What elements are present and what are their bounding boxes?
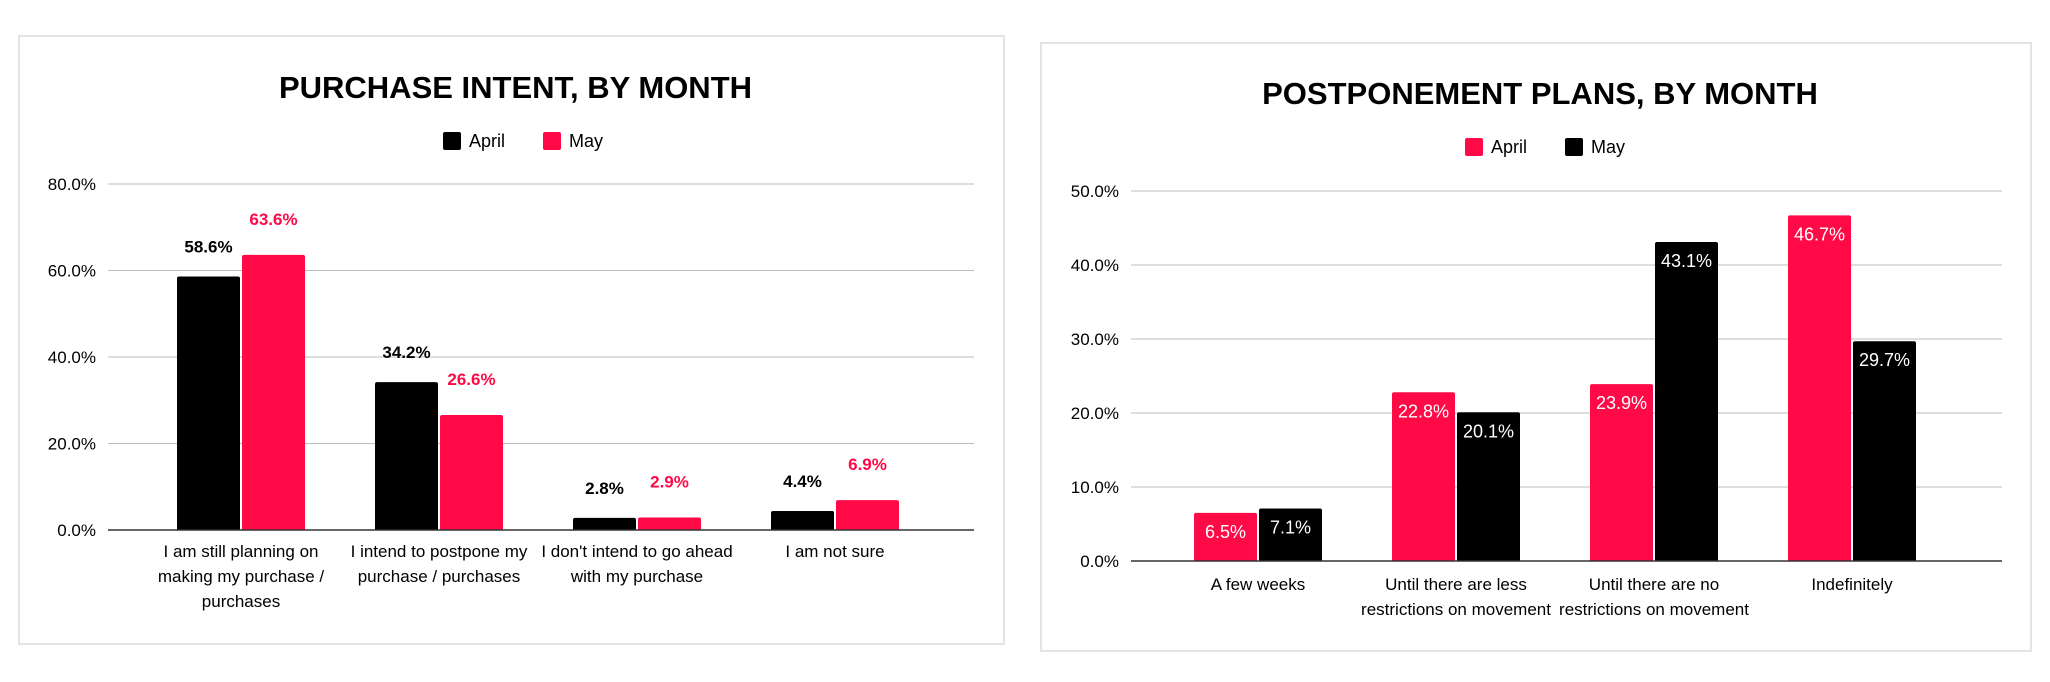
y-tick-label: 20.0% [48,435,96,454]
data-label: 7.1% [1270,517,1311,537]
bar-may [1259,508,1322,561]
y-tick-label: 40.0% [1071,256,1119,275]
bar-may [1655,242,1718,561]
chart-title: PURCHASE INTENT, BY MONTH [279,70,752,105]
bar-april [573,517,636,530]
bar-april [1590,384,1653,561]
chart-legend: April May [1465,137,1625,157]
x-category-label: Until there are no [1589,575,1719,594]
bar-may [440,414,503,530]
bar-may [1457,412,1520,561]
x-category-label: Until there are less [1385,575,1527,594]
data-label: 2.9% [650,472,689,491]
data-label: 46.7% [1794,224,1845,244]
x-category-label: purchase / purchases [358,567,521,586]
data-label: 22.8% [1398,401,1449,421]
data-label: 26.6% [447,370,495,389]
data-label: 23.9% [1596,393,1647,413]
data-label: 29.7% [1859,350,1910,370]
y-tick-label: 60.0% [48,262,96,281]
legend-item-may: May [1565,137,1625,157]
data-label: 6.9% [848,455,887,474]
legend-item-april: April [443,131,505,151]
x-category-label: restrictions on movement [1361,600,1551,619]
legend-swatch-may [543,132,561,150]
legend-item-may: May [543,131,603,151]
y-tick-label: 50.0% [1071,182,1119,201]
data-label: 4.4% [783,472,822,491]
x-category-label: making my purchase / [158,567,325,586]
x-category-label: I don't intend to go ahead [541,542,732,561]
x-category-label: I am still planning on [164,542,319,561]
y-tick-label: 40.0% [48,348,96,367]
data-label: 2.8% [585,479,624,498]
y-tick-label: 0.0% [1080,552,1119,571]
chart-title: POSTPONEMENT PLANS, BY MONTH [1262,76,1818,111]
x-category-label: purchases [202,592,280,611]
bar-may [242,254,305,530]
bar-may [836,500,899,530]
y-tick-label: 80.0% [48,175,96,194]
bar-april [375,382,438,530]
bar-april [1788,215,1851,562]
bar-may [638,517,701,530]
purchase-intent-chart: PURCHASE INTENT, BY MONTH April May 0.0% 20.… [48,70,974,611]
y-tick-label: 10.0% [1071,478,1119,497]
bar-april [1392,392,1455,561]
bar-april [771,510,834,530]
legend-swatch-may [1565,138,1583,156]
data-label: 20.1% [1463,421,1514,441]
data-label: 58.6% [184,238,232,257]
x-category-label: restrictions on movement [1559,600,1749,619]
x-category-label: A few weeks [1211,575,1306,594]
data-label: 6.5% [1205,522,1246,542]
data-label: 43.1% [1661,251,1712,271]
y-tick-label: 20.0% [1071,404,1119,423]
legend-label-may: May [569,131,603,151]
x-category-label: I intend to postpone my [351,542,528,561]
data-label: 34.2% [382,343,430,362]
purchase-intent-chart-panel: PURCHASE INTENT, BY MONTH April May 0.0% 20.… [18,35,1005,645]
bar-april [1194,512,1257,561]
chart-legend: April May [443,131,603,151]
postponement-plans-chart-panel: POSTPONEMENT PLANS, BY MONTH April May 0.0%… [1040,42,2032,652]
y-tick-label: 30.0% [1071,330,1119,349]
x-category-label: with my purchase [570,567,703,586]
data-label: 63.6% [249,210,297,229]
legend-label-may: May [1591,137,1625,157]
x-category-label: Indefinitely [1811,575,1893,594]
legend-label-april: April [1491,137,1527,157]
legend-swatch-april [443,132,461,150]
bar-april [177,276,240,530]
y-tick-label: 0.0% [57,521,96,540]
legend-label-april: April [469,131,505,151]
bar-may [1853,341,1916,561]
x-category-label: I am not sure [785,542,884,561]
legend-item-april: April [1465,137,1527,157]
postponement-plans-chart: POSTPONEMENT PLANS, BY MONTH April May 0.0%… [1071,76,2002,619]
legend-swatch-april [1465,138,1483,156]
